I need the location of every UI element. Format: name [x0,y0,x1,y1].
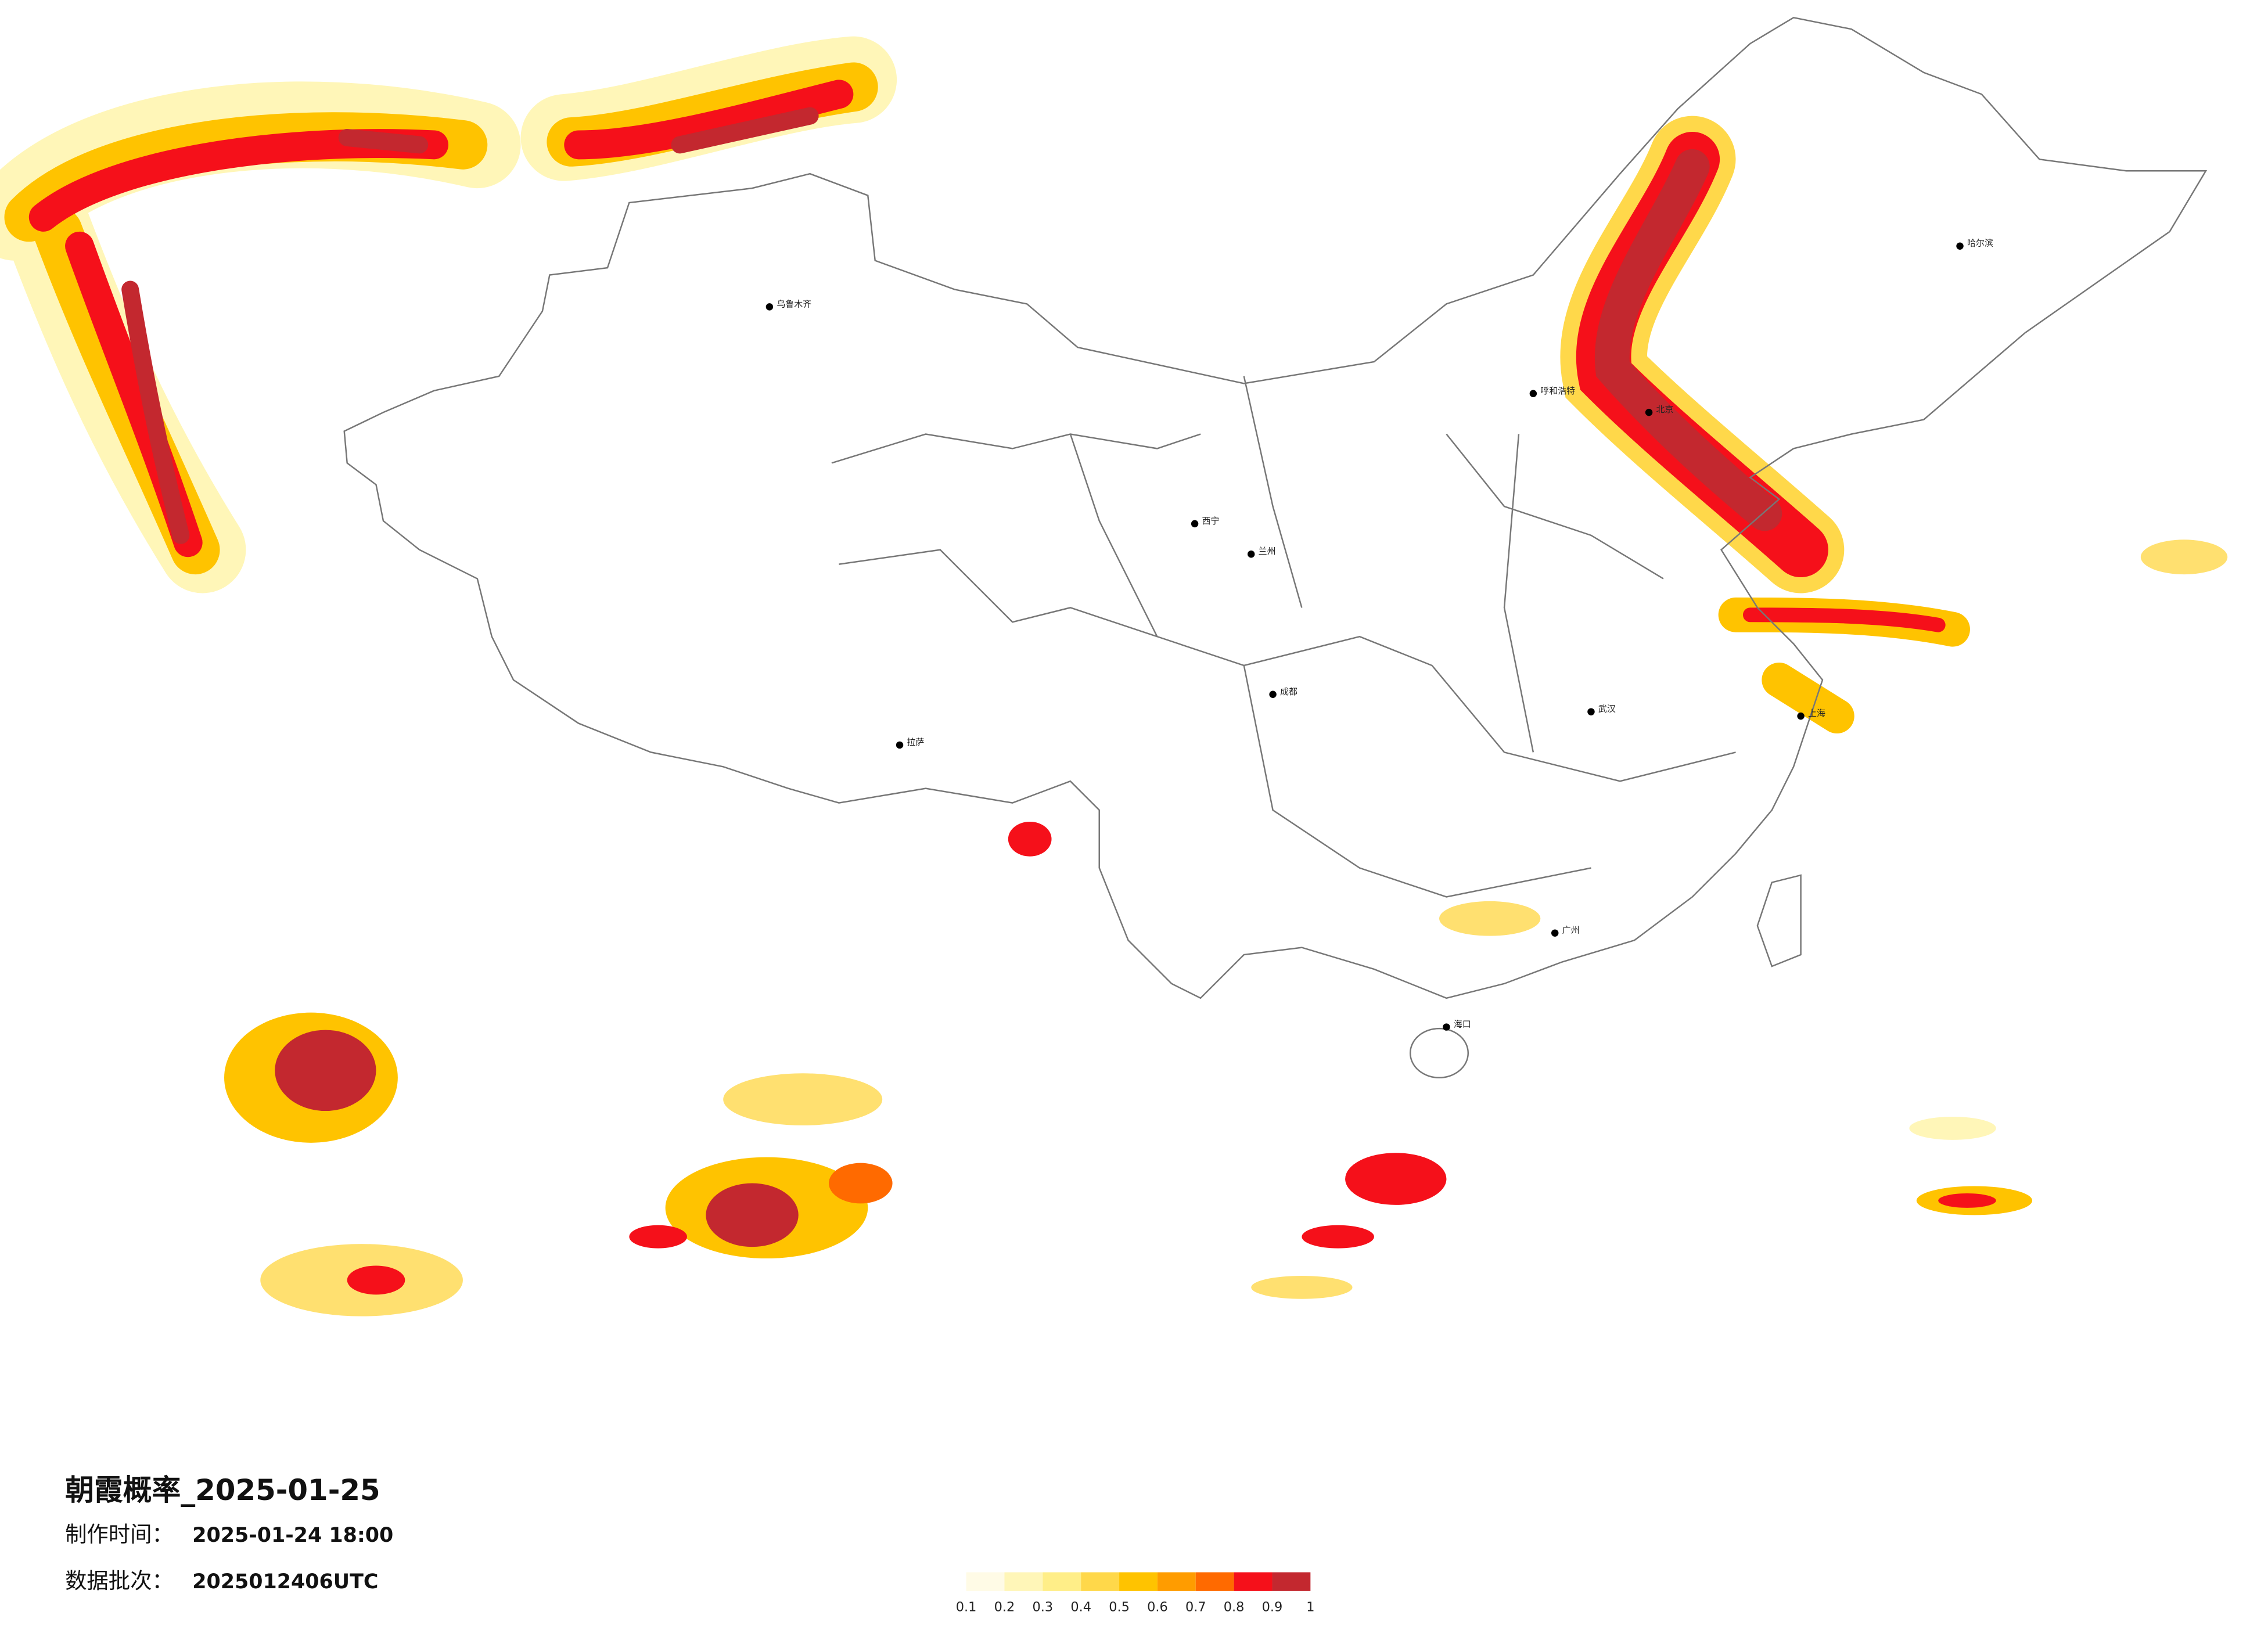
island-outline [1409,1027,1469,1078]
legend-swatch [1043,1572,1081,1591]
info-label: 数据批次： [65,1568,174,1593]
legend-tick-label: 0.3 [1033,1600,1054,1615]
city-label: 呼和浩特 [1540,386,1575,396]
city-label: 拉萨 [907,737,925,747]
city-label: 西宁 [1202,516,1220,526]
probability-area [1439,901,1541,936]
legend-swatch [1119,1572,1158,1591]
probability-area [2140,539,2228,575]
probability-area [629,1225,687,1249]
probability-area [829,1163,893,1204]
city-dot [1797,712,1805,720]
cities: 乌鲁木齐 拉萨 西宁 兰州 呼和浩特 北京 上海 广州 哈尔滨 海口 成都 武汉 [765,238,1993,1031]
probability-area [1909,1116,1996,1140]
city-dot [765,303,774,311]
probability-area [275,1030,376,1111]
legend-tick-label: 0.9 [1262,1600,1283,1615]
island-outline [1756,874,1802,967]
city-label: 广州 [1562,925,1580,936]
country-outline [343,16,2208,999]
city-label: 乌鲁木齐 [777,298,811,309]
city-label: 兰州 [1259,546,1276,556]
city-dot [1269,690,1277,699]
info-label: 制作时间： [65,1521,174,1547]
legend-tick-label: 0.5 [1109,1600,1130,1615]
legend: 0.1 0.2 0.3 0.4 0.5 0.6 0.7 0.8 0.9 1 [956,1572,1314,1615]
city-dot [1587,708,1595,715]
legend-swatch [1081,1572,1120,1591]
city-dot [1247,550,1255,558]
legend-tick-label: 0.4 [1070,1600,1091,1615]
city-dot [1191,520,1199,528]
legend-swatch [1004,1572,1043,1591]
boundaries [343,16,2208,1078]
legend-swatch [966,1572,1005,1591]
city-dot [1529,390,1537,398]
probability-area [1008,821,1052,857]
probability-area [723,1073,883,1125]
city-dot [1645,408,1653,416]
city-dot [1956,242,1964,250]
probability-area [1938,1193,1996,1208]
legend-swatch [1157,1572,1196,1591]
legend-swatch [1272,1572,1311,1591]
probability-area [1718,597,1970,734]
city-label: 成都 [1280,686,1297,697]
legend-tick-label: 0.6 [1147,1600,1168,1615]
legend-tick-label: 0.1 [956,1600,977,1615]
city-label: 上海 [1808,708,1825,718]
legend-tick-label: 1 [1306,1600,1314,1615]
legend-swatch [1234,1572,1273,1591]
city-dot [1551,929,1559,937]
city-dot [1443,1023,1450,1031]
city-label: 北京 [1656,404,1674,415]
legend-tick-label: 0.8 [1224,1600,1245,1615]
probability-area [1594,149,1782,531]
province-borders [831,376,1736,898]
probability-area [1251,1275,1353,1299]
probability-area [121,107,819,544]
city-dot [896,741,904,749]
legend-swatch [1195,1572,1234,1591]
info-value: 2025012406UTC [192,1570,378,1593]
info-value: 2025-01-24 18:00 [192,1524,393,1547]
probability-area [706,1183,799,1247]
probability-area [1302,1225,1374,1249]
probability-area [1742,607,1946,632]
legend-tick-label: 0.2 [994,1600,1015,1615]
city-label: 海口 [1454,1019,1471,1030]
legend-tick-label: 0.7 [1185,1600,1206,1615]
city-label: 武汉 [1598,704,1616,714]
city-label: 哈尔滨 [1967,238,1993,249]
map-title: 朝霞概率_2025-01-25 [65,1473,380,1507]
probability-areas [0,36,2228,1316]
probability-area [1345,1153,1447,1205]
probability-area [347,1265,405,1295]
